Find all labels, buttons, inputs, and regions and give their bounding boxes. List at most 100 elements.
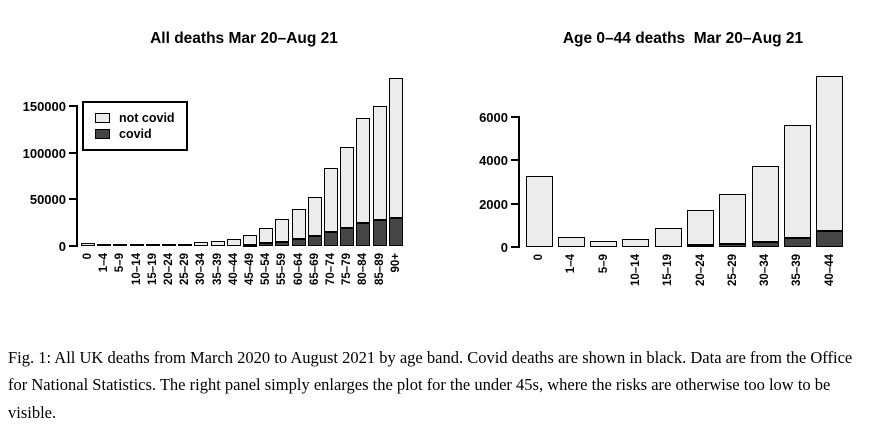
bar-segment-not-covid [243,234,257,245]
chart-title-all-deaths: All deaths Mar 20–Aug 21 [150,30,338,47]
legend-entry-covid: covid [95,127,186,141]
x-tick-label: 15–19 [146,253,159,285]
chart-title-age-0-44: Age 0–44 deaths Mar 20–Aug 21 [562,30,804,47]
x-tick-label: 0 [82,253,94,260]
bar-segment-not-covid [751,165,779,242]
y-tick-mark [511,246,518,248]
x-tick-label: 10–14 [130,253,143,285]
x-tick-label: 35–39 [211,253,224,285]
bar-segment-covid [340,228,355,246]
y-tick-mark [511,202,518,205]
bar-segment-not-covid [654,227,682,247]
y-tick-label: 150000 [22,98,66,114]
bar-segment-not-covid [372,105,387,220]
y-tick-mark [511,159,518,162]
bar-segment-not-covid [590,240,618,247]
bar-segment-not-covid [719,193,747,244]
bar-segment-not-covid [307,197,322,237]
bar-segment-not-covid [145,244,160,246]
x-tick-label: 30–34 [759,254,772,286]
y-tick-mark [69,198,76,201]
bar-segment-not-covid [340,146,355,229]
chart-all-deaths: All deaths Mar 20–Aug 21 not covid covid… [0,0,441,332]
chart-age-0-44-deaths: Age 0–44 deaths Mar 20–Aug 21 0 2000 4000 6… [441,0,881,332]
bar-segment-not-covid [226,238,241,246]
bar-segment-not-covid [129,244,144,246]
x-tick-label: 35–39 [791,254,804,286]
bar-segment-not-covid [194,242,209,246]
bar-segment-covid [751,241,779,247]
bar-segment-covid [687,245,714,248]
bar-segment-not-covid [81,242,95,246]
legend-label-not-covid: not covid [119,111,175,125]
x-tick-label: 5–9 [597,254,610,274]
x-tick-label: 75–79 [341,253,354,285]
covid-swatch-icon [95,129,110,139]
x-tick-label: 50–54 [260,253,273,285]
x-tick-label: 65–69 [308,253,321,285]
x-tick-label: 80–84 [357,253,370,285]
bar-segment-not-covid [783,124,811,238]
y-tick-label: 100000 [22,145,66,161]
x-tick-label: 45–49 [244,253,256,285]
legend: not covid covid [82,101,188,151]
bar-segment-not-covid [210,240,225,246]
x-tick-label: 40–44 [227,253,240,285]
y-tick-label: 2000 [479,196,508,212]
bar-segment-covid [783,237,811,247]
bar-segment-covid [719,243,747,247]
bar-segment-not-covid [291,208,306,240]
bar-segment-not-covid [687,210,714,246]
x-tick-label: 1–4 [565,254,578,274]
x-tick-label: 85–89 [373,253,386,285]
bar-segment-not-covid [275,218,290,242]
bar-segment-not-covid [816,75,844,231]
x-tick-label: 5–9 [114,253,127,273]
bar-segment-not-covid [324,167,338,232]
y-tick-mark [69,245,76,247]
bar-segment-not-covid [622,239,650,247]
y-tick-label: 0 [500,240,508,255]
x-tick-label: 90+ [389,253,402,273]
bar-segment-covid [243,244,257,247]
x-tick-label: 60–64 [292,253,305,285]
bar-segment-covid [291,239,306,246]
y-tick-mark [511,116,518,119]
bar-segment-covid [259,243,274,246]
x-tick-label: 20–24 [163,253,175,285]
y-axis-line [76,104,78,247]
bar-segment-not-covid [97,244,112,246]
plot-area-all-deaths: not covid covid 0 50000 100000 150000 0 1–4 5–… [0,0,441,332]
bar-segment-covid [388,217,403,246]
x-tick-label: 25–29 [179,253,192,285]
legend-entry-not-covid: not covid [95,111,186,125]
figure-caption: Fig. 1: All UK deaths from March 2020 to… [8,348,853,422]
bar-segment-covid [324,231,338,246]
bar-segment-not-covid [356,118,371,223]
x-tick-label: 15–19 [662,254,675,286]
bar-segment-covid [275,241,290,246]
charts-row: All deaths Mar 20–Aug 21 not covid covid… [0,0,881,332]
y-tick-label: 4000 [479,153,508,169]
y-tick-mark [69,104,76,107]
y-tick-label: 6000 [479,110,508,126]
x-tick-label: 10–14 [629,254,642,286]
x-tick-label: 20–24 [694,254,707,286]
legend-label-covid: covid [119,127,152,141]
x-tick-label: 40–44 [823,254,836,286]
not-covid-swatch-icon [95,113,110,123]
bar-segment-covid [356,222,371,246]
x-tick-label: 0 [533,254,545,261]
x-tick-label: 55–59 [276,253,289,285]
x-tick-label: 1–4 [98,253,111,273]
y-tick-label: 0 [58,239,66,254]
bar-segment-not-covid [557,237,585,247]
y-tick-label: 50000 [29,192,66,208]
bar-segment-not-covid [178,243,193,246]
bar-segment-not-covid [162,244,176,246]
bar-segment-not-covid [259,227,274,244]
x-tick-label: 25–29 [726,254,739,286]
bar-segment-covid [816,230,844,247]
x-tick-label: 70–74 [325,253,337,285]
